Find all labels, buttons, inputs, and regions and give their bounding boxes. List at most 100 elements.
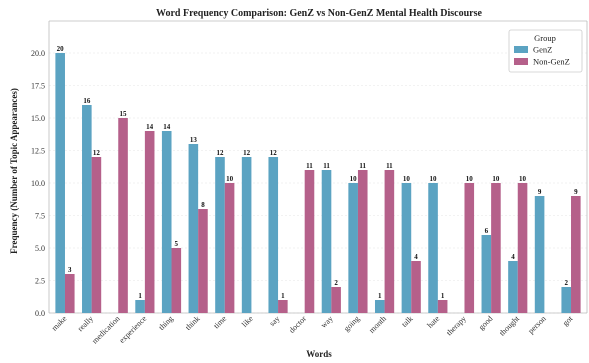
y-tick-labels: 0.0 2.5 5.0 7.5 10.0 12.5 15.0 17.5 20.0: [31, 49, 45, 318]
bar-genz-thing: [161, 131, 172, 313]
bar-non-genz-month: [384, 170, 395, 313]
value-label-genz-really: 16: [83, 97, 91, 105]
legend-label-non-genz: Non-GenZ: [533, 57, 570, 67]
bar-non-genz-good: [491, 183, 501, 313]
bar-genz-make: [55, 53, 65, 313]
value-label-non-genz-experience: 14: [146, 123, 154, 131]
legend: Group GenZ Non-GenZ: [508, 29, 583, 73]
bar-non-genz-think: [198, 209, 208, 313]
value-label-non-genz-got: 9: [574, 188, 578, 196]
value-label-genz-experience: 1: [138, 292, 142, 300]
x-tick-label-going: going: [342, 314, 361, 333]
value-label-non-genz-doctor: 11: [306, 162, 313, 170]
bar-genz-way: [321, 170, 332, 313]
value-label-genz-talk: 10: [403, 175, 411, 183]
value-label-genz-good: 6: [485, 227, 489, 235]
legend-swatch-genz: [514, 46, 528, 53]
bar-non-genz-doctor: [304, 170, 315, 313]
value-label-non-genz-way: 2: [334, 279, 338, 287]
bar-genz-experience: [135, 300, 145, 313]
bar-non-genz-make: [64, 274, 75, 313]
bar-non-genz-time: [224, 183, 235, 313]
x-tick-label-thing: thing: [157, 314, 175, 332]
x-tick-label-hate: hate: [425, 314, 441, 330]
axes: [48, 20, 588, 314]
value-label-non-genz-therapy: 10: [466, 175, 474, 183]
x-tick-label-talk: talk: [400, 314, 415, 329]
x-tick-label-medication: medication: [90, 314, 121, 345]
x-tick-label-month: month: [367, 314, 388, 335]
bar-non-genz-got: [571, 196, 581, 313]
value-label-genz-person: 9: [538, 188, 542, 196]
value-label-genz-way: 11: [323, 162, 330, 170]
x-tick-label-make: make: [50, 314, 69, 333]
x-tick-label-doctor: doctor: [287, 314, 308, 335]
bar-genz-got: [561, 287, 572, 313]
x-tick-label-thought: thought: [498, 314, 522, 338]
value-label-non-genz-say: 1: [281, 292, 285, 300]
bars: [55, 53, 581, 313]
value-label-genz-like: 12: [243, 149, 251, 157]
bar-genz-good: [481, 235, 492, 313]
value-label-non-genz-good: 10: [492, 175, 500, 183]
bar-genz-think: [188, 144, 199, 313]
chart-title: Word Frequency Comparison: GenZ vs Non-G…: [156, 8, 482, 19]
value-label-non-genz-really: 12: [93, 149, 101, 157]
value-label-genz-got: 2: [564, 279, 568, 287]
y-tick-label: 20.0: [31, 49, 45, 58]
bar-genz-like: [241, 157, 252, 313]
x-tick-label-time: time: [212, 314, 229, 331]
value-label-non-genz-going: 11: [359, 162, 366, 170]
y-tick-label: 7.5: [35, 212, 45, 221]
value-label-non-genz-thought: 10: [519, 175, 527, 183]
x-tick-label-say: say: [268, 314, 282, 328]
bar-non-genz-say: [278, 300, 288, 313]
y-tick-label: 5.0: [35, 244, 45, 253]
bar-genz-person: [534, 196, 545, 313]
y-tick-label: 0.0: [35, 309, 45, 318]
value-label-genz-thing: 14: [163, 123, 171, 131]
bar-genz-hate: [428, 183, 438, 313]
value-label-genz-going: 10: [350, 175, 358, 183]
bar-genz-really: [82, 105, 92, 313]
x-tick-label-person: person: [526, 314, 547, 335]
x-tick-label-therapy: therapy: [445, 314, 468, 337]
x-tick-label-got: got: [561, 314, 575, 328]
legend-title: Group: [534, 33, 556, 43]
bar-genz-going: [348, 183, 358, 313]
value-label-genz-time: 12: [216, 149, 224, 157]
x-tick-label-like: like: [240, 314, 255, 329]
y-tick-label: 17.5: [31, 82, 45, 91]
bar-non-genz-hate: [437, 300, 448, 313]
bar-non-genz-medication: [118, 118, 128, 313]
value-label-non-genz-time: 10: [226, 175, 234, 183]
bar-genz-thought: [508, 261, 518, 313]
bar-non-genz-talk: [411, 261, 421, 313]
x-tick-label-experience: experience: [117, 314, 148, 345]
value-label-non-genz-hate: 1: [441, 292, 445, 300]
y-axis-label: Frequency (Number of Topic Appearances): [9, 88, 19, 254]
value-label-non-genz-make: 3: [68, 266, 72, 274]
x-axis-label: Words: [306, 349, 332, 359]
legend-label-genz: GenZ: [533, 45, 552, 55]
value-label-genz-hate: 10: [430, 175, 438, 183]
bar-non-genz-therapy: [464, 183, 475, 313]
bar-non-genz-going: [357, 170, 368, 313]
x-tick-label-way: way: [319, 314, 335, 330]
y-tick-label: 10.0: [31, 179, 45, 188]
value-label-non-genz-think: 8: [201, 201, 205, 209]
bar-non-genz-way: [331, 287, 341, 313]
value-label-non-genz-thing: 5: [175, 240, 179, 248]
bar-non-genz-really: [91, 157, 102, 313]
bar-genz-time: [215, 157, 225, 313]
x-tick-label-really: really: [76, 314, 95, 333]
value-label-non-genz-talk: 4: [414, 253, 418, 261]
value-label-genz-say: 12: [270, 149, 278, 157]
y-tick-label: 15.0: [31, 114, 45, 123]
bar-genz-talk: [401, 183, 412, 313]
bar-non-genz-thought: [517, 183, 528, 313]
value-label-genz-month: 1: [378, 292, 382, 300]
